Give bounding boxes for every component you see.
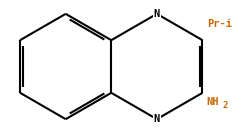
Text: Pr-i: Pr-i <box>207 19 232 29</box>
Text: N: N <box>154 9 160 19</box>
Text: 2: 2 <box>222 101 228 110</box>
Text: NH: NH <box>207 97 219 107</box>
Text: N: N <box>154 114 160 124</box>
